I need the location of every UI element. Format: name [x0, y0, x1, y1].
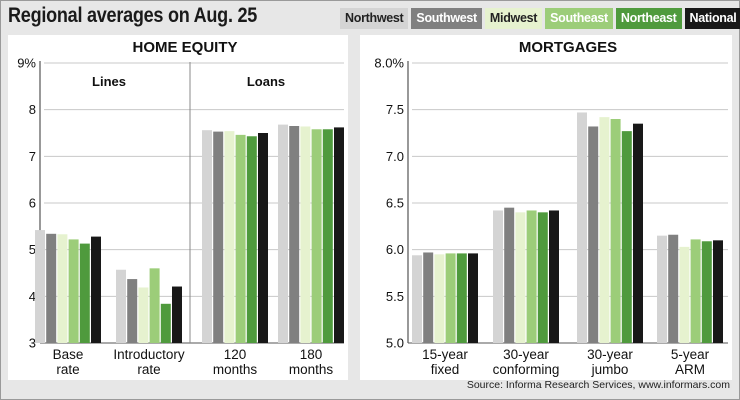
category-label: 180: [300, 347, 323, 362]
bar-southeast-3: [690, 239, 701, 343]
category-label: jumbo: [591, 362, 629, 377]
source-note: Source: Informa Research Services, www.i…: [466, 379, 730, 391]
bar-southeast-1: [149, 268, 160, 343]
y-tick-label: 5.5: [386, 289, 404, 304]
mortgages-title: MORTGAGES: [519, 39, 617, 56]
bar-national-3: [713, 240, 723, 343]
category-label: fixed: [431, 362, 460, 377]
bar-northeast-2: [246, 136, 257, 343]
bar-northwest-3: [278, 124, 288, 343]
bar-northeast-1: [160, 303, 171, 343]
y-tick-label: 9%: [17, 56, 36, 71]
bar-northwest-1: [116, 269, 126, 343]
bar-national-0: [468, 253, 478, 343]
legend-item-southwest: Southwest: [411, 8, 482, 29]
bar-national-3: [334, 127, 344, 344]
legend-item-southeast: Southeast: [545, 8, 613, 29]
bar-national-2: [258, 133, 268, 343]
bar-southwest-0: [46, 233, 57, 343]
bar-southwest-1: [127, 279, 138, 343]
bar-northwest-0: [35, 230, 45, 343]
legend-item-northeast: Northeast: [615, 8, 682, 29]
category-label: 30-year: [503, 347, 549, 362]
y-tick-label: 6: [29, 196, 36, 211]
bar-southeast-3: [311, 129, 322, 343]
bar-southwest-2: [588, 126, 599, 343]
bar-northeast-0: [456, 253, 467, 343]
category-label: 30-year: [587, 347, 633, 362]
bar-northwest-1: [493, 210, 503, 343]
category-label: Base: [53, 347, 84, 362]
bar-northeast-3: [322, 129, 333, 343]
bar-southeast-0: [445, 253, 456, 343]
bar-midwest-3: [679, 246, 690, 343]
y-tick-label: 5: [29, 242, 36, 257]
bar-national-1: [549, 210, 559, 343]
bar-midwest-1: [515, 212, 526, 343]
y-tick-label: 7: [29, 149, 36, 164]
mortgages-panel: MORTGAGES 8.0% 7.5 7.0 6.5 6.0 5.5 5.0 15-yearfi…: [360, 35, 732, 380]
category-label: 15-year: [422, 347, 468, 362]
bar-northeast-0: [79, 243, 90, 343]
bar-midwest-2: [224, 131, 235, 343]
bar-national-2: [633, 123, 643, 344]
y-tick-label: 7.5: [386, 102, 404, 117]
bar-northwest-0: [412, 255, 422, 343]
legend: Northwest Southwest Midwest Southeast Northe…: [340, 8, 740, 29]
bar-national-1: [172, 286, 182, 343]
category-label: rate: [137, 362, 160, 377]
bar-southwest-3: [289, 126, 300, 343]
y-tick-label: 5.0: [386, 336, 404, 351]
home-equity-title: HOME EQUITY: [132, 39, 237, 56]
bar-southwest-2: [213, 131, 224, 343]
bar-northwest-2: [577, 112, 587, 343]
category-label: Introductory: [113, 347, 185, 362]
category-label: 120: [224, 347, 247, 362]
category-label: 5-year: [671, 347, 710, 362]
bar-midwest-1: [138, 287, 149, 343]
bar-northeast-3: [701, 241, 712, 343]
y-tick-label: 8: [29, 102, 36, 117]
group-label-loans: Loans: [247, 74, 285, 89]
category-label: months: [289, 362, 334, 377]
bar-midwest-0: [434, 254, 445, 343]
bar-southeast-2: [610, 119, 621, 343]
bar-national-0: [91, 236, 101, 343]
legend-item-northwest: Northwest: [340, 8, 409, 29]
category-label: rate: [56, 362, 79, 377]
category-label: conforming: [493, 362, 560, 377]
bar-southeast-1: [526, 210, 537, 343]
bar-southwest-1: [504, 207, 515, 343]
page-title: Regional averages on Aug. 25: [8, 4, 258, 27]
bar-southeast-0: [68, 239, 79, 343]
bar-southwest-3: [668, 234, 679, 343]
legend-item-midwest: Midwest: [484, 8, 543, 29]
bar-southwest-0: [423, 252, 434, 343]
y-tick-label: 7.0: [386, 149, 404, 164]
y-tick-label: 6.5: [386, 196, 404, 211]
bar-northwest-2: [202, 130, 212, 343]
bar-midwest-3: [300, 126, 311, 343]
legend-item-national: National: [684, 8, 740, 29]
y-tick-label: 6.0: [386, 242, 404, 257]
bar-northeast-2: [621, 131, 632, 343]
y-tick-label: 4: [29, 289, 36, 304]
y-tick-label: 3: [29, 336, 36, 351]
bar-northwest-3: [657, 235, 667, 343]
y-tick-label: 8.0%: [374, 56, 404, 71]
bar-northeast-1: [537, 212, 548, 343]
bar-midwest-0: [57, 234, 68, 343]
bar-midwest-2: [599, 117, 610, 343]
category-label: months: [213, 362, 258, 377]
group-label-lines: Lines: [92, 74, 126, 89]
bar-southeast-2: [235, 134, 246, 343]
category-label: ARM: [675, 362, 705, 377]
